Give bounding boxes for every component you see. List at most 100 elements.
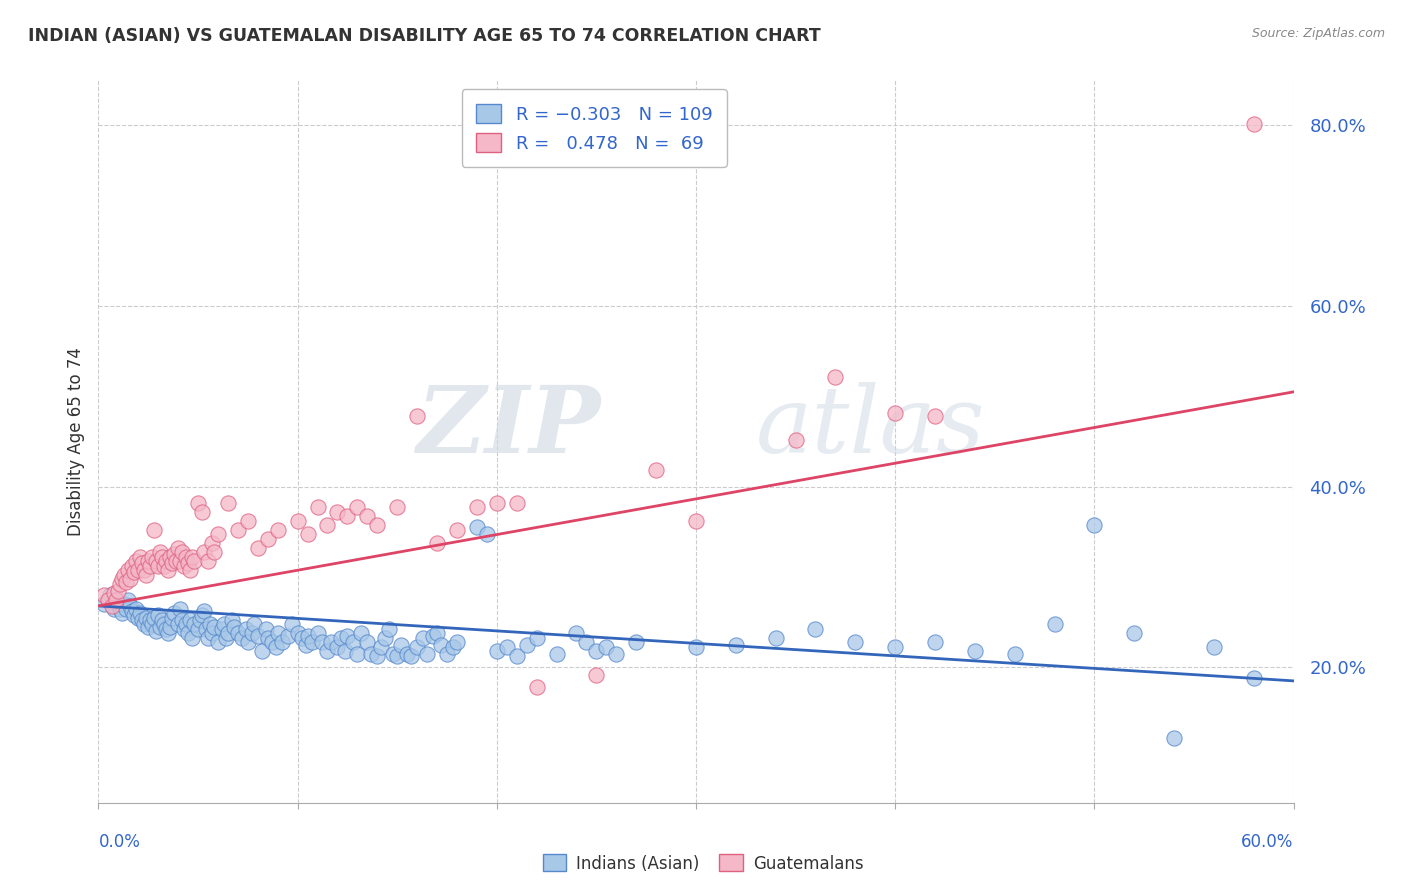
Point <box>129 606 152 620</box>
Point <box>191 505 214 519</box>
Point <box>98 588 122 602</box>
Point <box>136 620 159 634</box>
Point <box>267 626 290 640</box>
Point <box>201 535 224 549</box>
Point <box>1004 647 1026 661</box>
Point <box>155 623 177 637</box>
Point <box>155 554 177 568</box>
Point <box>159 620 181 634</box>
Point <box>385 649 409 664</box>
Point <box>167 617 190 632</box>
Point <box>193 604 215 618</box>
Point <box>174 550 197 565</box>
Point <box>191 607 214 622</box>
Point <box>139 613 162 627</box>
Point <box>336 508 359 523</box>
Point <box>172 545 194 559</box>
Point <box>173 623 195 637</box>
Point <box>291 632 314 646</box>
Point <box>125 554 148 568</box>
Point <box>396 647 419 661</box>
Point <box>187 496 209 510</box>
Point <box>426 626 449 640</box>
Point <box>370 640 392 655</box>
Point <box>101 597 124 611</box>
Point <box>134 563 156 577</box>
Point <box>212 617 235 632</box>
Point <box>526 632 548 646</box>
Text: atlas: atlas <box>756 382 986 472</box>
Point <box>287 626 309 640</box>
Point <box>215 632 238 646</box>
Point <box>110 601 132 615</box>
Point <box>217 496 239 510</box>
Point <box>506 496 529 510</box>
Point <box>226 523 249 537</box>
Point <box>240 626 263 640</box>
Point <box>516 638 538 652</box>
Point <box>235 623 257 637</box>
Point <box>105 592 128 607</box>
Point <box>412 632 434 646</box>
Point <box>254 623 277 637</box>
Point <box>724 638 747 652</box>
Point <box>117 563 139 577</box>
Point <box>97 592 120 607</box>
Point <box>181 632 204 646</box>
Point <box>378 623 401 637</box>
Point <box>416 647 439 661</box>
Point <box>346 500 368 514</box>
Point <box>884 406 907 420</box>
Point <box>177 557 200 571</box>
Point <box>107 583 129 598</box>
Point <box>134 617 156 632</box>
Point <box>143 610 166 624</box>
Point <box>426 535 449 549</box>
Point <box>103 586 125 600</box>
Point <box>264 640 287 655</box>
Point <box>605 647 627 661</box>
Point <box>546 647 568 661</box>
Point <box>465 500 488 514</box>
Point <box>399 649 422 664</box>
Point <box>148 559 170 574</box>
Point <box>231 632 253 646</box>
Point <box>139 559 162 574</box>
Point <box>202 620 225 634</box>
Point <box>211 623 233 637</box>
Point <box>149 545 172 559</box>
Point <box>187 623 209 637</box>
Point <box>169 601 191 615</box>
Point <box>159 550 181 565</box>
Point <box>97 592 120 607</box>
Legend: Indians (Asian), Guatemalans: Indians (Asian), Guatemalans <box>536 847 870 880</box>
Point <box>145 554 167 568</box>
Point <box>422 629 444 643</box>
Point <box>963 644 986 658</box>
Point <box>436 647 458 661</box>
Point <box>385 500 409 514</box>
Point <box>135 568 157 582</box>
Point <box>626 635 648 649</box>
Point <box>112 597 135 611</box>
Point <box>406 409 429 424</box>
Point <box>316 517 339 532</box>
Y-axis label: Disability Age 65 to 74: Disability Age 65 to 74 <box>66 347 84 536</box>
Point <box>326 505 349 519</box>
Point <box>1123 626 1146 640</box>
Point <box>307 500 329 514</box>
Point <box>301 635 323 649</box>
Point <box>884 640 907 655</box>
Point <box>924 409 946 424</box>
Point <box>685 514 707 528</box>
Point <box>236 514 259 528</box>
Point <box>475 526 498 541</box>
Point <box>163 606 186 620</box>
Text: Source: ZipAtlas.com: Source: ZipAtlas.com <box>1251 27 1385 40</box>
Point <box>181 550 204 565</box>
Point <box>430 638 453 652</box>
Point <box>765 632 787 646</box>
Point <box>163 548 186 562</box>
Point <box>270 635 292 649</box>
Point <box>183 617 205 632</box>
